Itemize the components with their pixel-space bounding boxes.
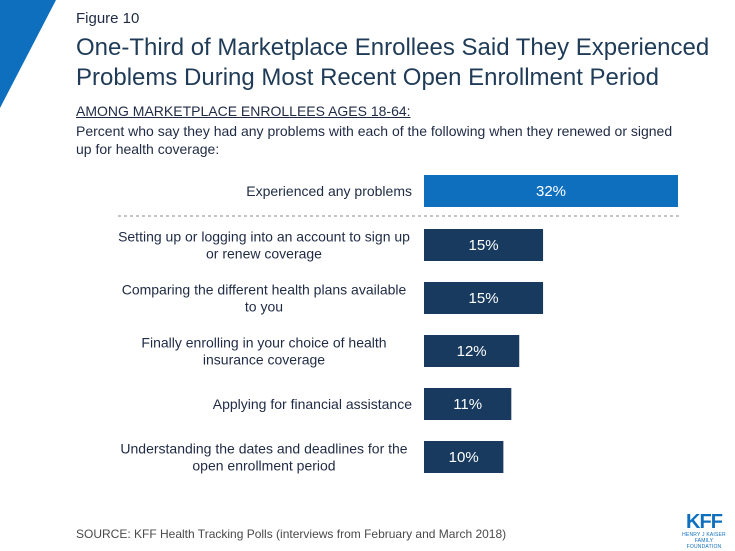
bar-1: [424, 175, 678, 207]
category-label-6: Understanding the dates and deadlines fo…: [120, 441, 407, 474]
page-title: One-Third of Marketplace Enrollees Said …: [76, 34, 710, 91]
figure-label: Figure 10: [76, 10, 140, 27]
source-note: SOURCE: KFF Health Tracking Polls (inter…: [76, 527, 507, 541]
category-label-5: Applying for financial assistance: [213, 396, 412, 412]
logo-subtitle-line-2: FAMILY FOUNDATION: [686, 538, 722, 550]
bar-5: [424, 388, 512, 420]
bar-6: [424, 441, 504, 473]
bar-chart: 32% Experienced any problems 15% Setting up…: [118, 175, 680, 474]
category-label-2: Setting up or logging into an account to…: [118, 229, 410, 262]
logo-subtitle-line-1: HENRY J KAISER: [682, 532, 726, 538]
value-label-1: 32%: [536, 183, 566, 200]
category-label-3: Comparing the different health plans ava…: [122, 282, 407, 315]
category-label-4: Finally enrolling in your choice of heal…: [141, 335, 386, 368]
logo-wordmark: KFF: [686, 511, 723, 533]
value-label-5: 11%: [453, 396, 482, 413]
value-label-6: 10%: [449, 449, 479, 466]
value-label-2: 15%: [469, 237, 499, 254]
population-subhead: AMONG MARKETPLACE ENROLLEES AGES 18-64:: [76, 103, 411, 119]
corner-accent-shape: [0, 0, 56, 108]
value-label-4: 12%: [457, 343, 487, 360]
bar-2: [424, 229, 544, 261]
bar-4: [424, 335, 520, 367]
kff-logo: KFF HENRY J KAISER FAMILY FOUNDATION: [678, 512, 730, 550]
bar-3: [424, 282, 544, 314]
chart-subtitle: Percent who say they had any problems wi…: [76, 123, 673, 157]
category-label-1: Experienced any problems: [246, 183, 412, 199]
value-label-3: 15%: [469, 290, 499, 307]
